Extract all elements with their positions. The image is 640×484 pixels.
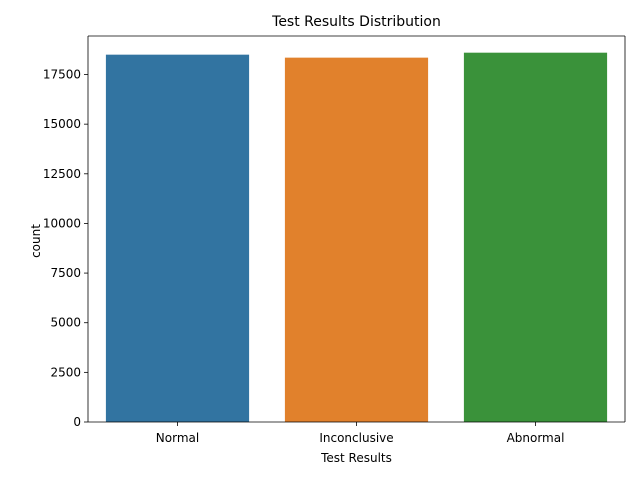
- y-axis-ticks: 0 2500 5000 7500 10000 12500 15000 17500: [43, 68, 88, 429]
- y-tick-label: 5000: [50, 316, 81, 330]
- bar-abnormal: [463, 52, 608, 422]
- y-tick-label: 17500: [43, 68, 81, 82]
- x-tick-label: Normal: [156, 431, 199, 445]
- bar-inconclusive: [284, 57, 429, 422]
- y-tick-label: 15000: [43, 117, 81, 131]
- y-axis-label: count: [29, 224, 43, 258]
- x-axis-label: Test Results: [320, 451, 392, 465]
- y-tick-label: 2500: [50, 365, 81, 379]
- bar-normal: [105, 54, 250, 422]
- chart-title: Test Results Distribution: [271, 14, 441, 30]
- bars-group: [105, 52, 608, 422]
- y-tick-label: 10000: [43, 216, 81, 230]
- axes-frame: [87, 35, 626, 423]
- x-axis-ticks: Normal Inconclusive Abnormal: [156, 422, 565, 445]
- y-tick-label: 7500: [50, 266, 81, 280]
- x-tick-label: Abnormal: [507, 431, 565, 445]
- y-tick-label: 12500: [43, 167, 81, 181]
- x-tick-label: Inconclusive: [319, 431, 393, 445]
- y-tick-label: 0: [73, 415, 81, 429]
